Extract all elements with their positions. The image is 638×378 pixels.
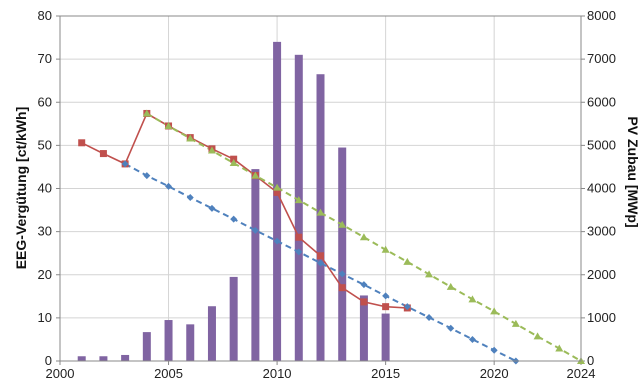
diamond-marker — [317, 259, 324, 267]
y-right-tick-label: 6000 — [587, 94, 616, 109]
triangle-marker — [555, 344, 564, 352]
y-axis-right-title: PV Zubau [MWp] — [625, 116, 638, 227]
y-left-tick-label: 0 — [45, 353, 52, 368]
y-right-tick-label: 1000 — [587, 310, 616, 325]
pv-bar — [207, 306, 216, 361]
square-marker — [273, 188, 281, 196]
diamond-marker — [403, 303, 411, 311]
triangle-marker — [273, 183, 282, 191]
triangle-marker — [381, 245, 390, 253]
triangle-marker — [229, 159, 238, 167]
x-tick-label: 2020 — [480, 366, 509, 378]
triangle-marker — [316, 208, 325, 216]
diamond-marker — [447, 324, 455, 332]
x-tick-label: 2015 — [371, 366, 400, 378]
x-tick-label: 2010 — [263, 366, 292, 378]
diamond-marker — [338, 270, 346, 278]
diamond-marker — [230, 215, 238, 223]
y-right-tick-label: 4000 — [587, 181, 616, 196]
pv-bar — [121, 354, 130, 361]
square-marker — [382, 303, 390, 311]
y-right-tick-label: 8000 — [587, 8, 616, 23]
y-left-tick-label: 70 — [38, 51, 52, 66]
triangle-marker — [446, 282, 455, 290]
triangle-marker — [251, 171, 260, 179]
y-axis-left-title: EEG-Vergütung [ct/kWh] — [13, 107, 29, 270]
pv-bar — [294, 54, 303, 361]
square-marker — [99, 150, 107, 158]
pv-bar — [229, 276, 238, 361]
series-line-triangle — [146, 112, 582, 362]
pv-bar — [273, 41, 282, 361]
triangle-marker — [294, 196, 303, 204]
square-marker — [360, 298, 368, 306]
plot-frame — [59, 15, 582, 362]
pv-bar — [338, 147, 347, 361]
triangle-marker — [511, 319, 520, 327]
diamond-marker — [186, 194, 194, 202]
triangle-marker — [164, 121, 173, 129]
pv-bar — [251, 169, 260, 361]
x-tick-label: 2024 — [567, 366, 596, 378]
triangle-marker — [207, 146, 216, 154]
y-left-tick-label: 40 — [38, 181, 52, 196]
tick-labels: 0 10 20 30 40 50 60 70 80 0 1000 2000 3000 4000 5000 60… — [38, 8, 616, 378]
triangle-marker — [359, 233, 368, 241]
square-marker — [338, 284, 346, 292]
y-right-tick-label: 5000 — [587, 137, 616, 152]
diamond-marker — [490, 346, 498, 354]
y-right-tick-label: 0 — [587, 353, 594, 368]
triangle-marker — [490, 307, 499, 315]
diamond-marker — [121, 160, 129, 168]
y-left-tick-label: 20 — [38, 267, 52, 282]
triangle-marker — [186, 134, 195, 142]
pv-bar — [186, 324, 195, 361]
x-tick-label: 2005 — [154, 366, 183, 378]
y-left-tick-label: 50 — [38, 137, 52, 152]
pv-bar — [142, 332, 151, 361]
square-marker — [295, 233, 303, 241]
pv-bar — [381, 313, 390, 361]
pv-bar — [164, 320, 173, 361]
diamond-marker — [360, 281, 368, 289]
square-marker — [78, 139, 86, 147]
triangle-marker — [533, 332, 542, 340]
pv-bar — [99, 356, 108, 361]
y-left-tick-label: 30 — [38, 224, 52, 239]
triangle-marker — [142, 109, 151, 117]
triangle-marker — [425, 270, 434, 278]
triangle-marker — [468, 295, 477, 303]
diamond-marker — [382, 292, 390, 300]
y-right-tick-label: 3000 — [587, 224, 616, 239]
diamond-marker — [251, 226, 259, 234]
diamond-marker — [468, 335, 476, 343]
y-left-tick-label: 10 — [38, 310, 52, 325]
pv-bar — [316, 74, 325, 361]
diamond-marker — [295, 248, 303, 256]
pv-bar — [77, 356, 86, 361]
y-left-tick-label: 60 — [38, 94, 52, 109]
series-markers — [78, 109, 585, 365]
y-left-tick-label: 80 — [38, 8, 52, 23]
triangle-marker — [338, 220, 347, 228]
y-right-tick-label: 7000 — [587, 51, 616, 66]
series-line-square — [81, 112, 408, 309]
diamond-marker — [165, 182, 173, 190]
triangle-marker — [403, 257, 412, 265]
diamond-marker — [143, 172, 151, 180]
pv-bar — [359, 295, 368, 361]
diamond-marker — [425, 313, 433, 321]
diamond-marker — [208, 204, 216, 212]
square-marker — [317, 252, 324, 260]
pv-bars — [77, 41, 390, 361]
diamond-marker — [273, 237, 281, 245]
x-tick-label: 2000 — [46, 366, 75, 378]
y-right-tick-label: 2000 — [587, 267, 616, 282]
